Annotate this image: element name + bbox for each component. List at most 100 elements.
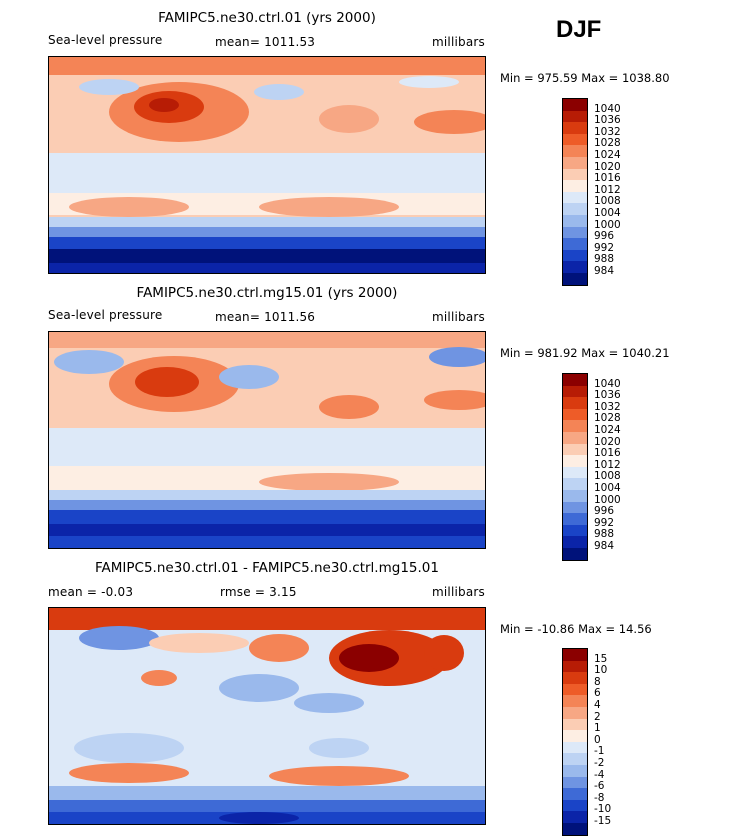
legend-tick-label: 988 (594, 253, 615, 266)
legend-swatch (563, 695, 587, 707)
legend-tick-label: 1012 (594, 458, 621, 471)
legend-tick-label: -15 (594, 815, 612, 827)
legend-tick-label: 1036 (594, 114, 621, 127)
legend-tick-label: 984 (594, 540, 615, 552)
min-max-label: Min = 981.92 Max = 1040.21 (500, 346, 670, 360)
panel-title: FAMIPC5.ne30.ctrl.mg15.01 (yrs 2000) (136, 285, 398, 301)
legend-tick-label: 1004 (594, 207, 621, 219)
legend-tick-label: 1016 (594, 447, 621, 460)
legend-tick-label: 1040 (594, 377, 621, 390)
season-label: DJF (556, 16, 602, 43)
legend-swatch (563, 133, 587, 146)
legend-tick-label: 8 (594, 675, 601, 688)
legend-tick-label: -8 (594, 791, 605, 804)
legend-tick-label: 4 (594, 699, 601, 711)
legend-swatch (563, 226, 587, 239)
variable-label: Sea-level pressure (48, 33, 163, 47)
legend-tick-label: 0 (594, 733, 601, 746)
legend-swatch (563, 122, 587, 134)
legend-swatch (563, 156, 587, 169)
legend-tick-label: 1008 (594, 470, 621, 483)
legend-tick-label: 984 (594, 265, 615, 277)
min-max-label: Min = -10.86 Max = 14.56 (500, 622, 652, 636)
legend-tick-label: -6 (594, 780, 605, 793)
legend-swatch (563, 168, 587, 181)
legend-swatch (563, 649, 587, 661)
legend-swatch (563, 99, 587, 111)
legend-swatch (563, 272, 587, 285)
legend-swatch (563, 203, 587, 215)
legend-tick-label: 1000 (594, 493, 621, 506)
legend-swatch (563, 536, 587, 548)
legend-swatch (563, 180, 587, 192)
mean-label: mean= 1011.56 (215, 310, 316, 324)
legend-tick-label: 1040 (594, 102, 621, 115)
legend-tick-label: 992 (594, 241, 615, 254)
mean-label: mean = -0.03 (48, 585, 134, 599)
legend-tick-label: 1008 (594, 195, 621, 208)
legend-swatch (563, 683, 587, 696)
legend-tick-label: -1 (594, 745, 605, 758)
legend-swatch (563, 501, 587, 514)
legend-tick-label: 992 (594, 516, 615, 529)
color-legend (562, 373, 588, 561)
legend-swatch (563, 513, 587, 525)
legend-tick-label: 1028 (594, 412, 621, 425)
legend-swatch (563, 788, 587, 800)
color-legend (562, 98, 588, 286)
legend-tick-label: 1012 (594, 183, 621, 196)
legend-tick-label: 1 (594, 722, 601, 735)
legend-swatch (563, 374, 587, 386)
legend-tick-label: 1028 (594, 137, 621, 150)
legend-swatch (563, 753, 587, 765)
legend-tick-label: 1032 (594, 125, 621, 138)
legend-swatch (563, 741, 587, 754)
legend-swatch (563, 478, 587, 490)
panel-title: FAMIPC5.ne30.ctrl.01 (yrs 2000) (158, 10, 376, 26)
legend-swatch (563, 261, 587, 273)
legend-swatch (563, 718, 587, 731)
legend-swatch (563, 110, 587, 123)
legend-swatch (563, 547, 587, 560)
legend-tick-label: 1000 (594, 218, 621, 231)
legend-swatch (563, 408, 587, 421)
legend-swatch (563, 191, 587, 204)
legend-swatch (563, 776, 587, 789)
rmse-label: rmse = 3.15 (220, 585, 297, 599)
mean-label: mean= 1011.53 (215, 35, 316, 49)
legend-swatch (563, 385, 587, 398)
legend-swatch (563, 214, 587, 227)
legend-swatch (563, 238, 587, 250)
legend-swatch (563, 672, 587, 684)
units-label: millibars (432, 310, 485, 324)
legend-tick-label: 2 (594, 710, 601, 723)
legend-swatch (563, 660, 587, 673)
legend-tick-label: 988 (594, 528, 615, 541)
legend-swatch (563, 249, 587, 262)
legend-swatch (563, 489, 587, 502)
color-legend (562, 648, 588, 836)
legend-tick-label: 1024 (594, 149, 621, 161)
legend-swatch (563, 799, 587, 812)
legend-swatch (563, 730, 587, 742)
legend-swatch (563, 706, 587, 719)
legend-tick-label: 996 (594, 505, 615, 518)
legend-swatch (563, 466, 587, 479)
legend-tick-label: 6 (594, 687, 601, 700)
legend-tick-label: 996 (594, 230, 615, 243)
legend-swatch (563, 443, 587, 456)
legend-swatch (563, 822, 587, 835)
variable-label: Sea-level pressure (48, 308, 163, 322)
legend-tick-label: 1004 (594, 482, 621, 494)
legend-swatch (563, 420, 587, 432)
legend-tick-label: 1036 (594, 389, 621, 402)
map-plot (48, 607, 486, 825)
legend-tick-label: 1020 (594, 435, 621, 448)
legend-tick-label: -2 (594, 757, 605, 769)
map-plot (48, 331, 486, 549)
min-max-label: Min = 975.59 Max = 1038.80 (500, 71, 670, 85)
legend-swatch (563, 145, 587, 157)
legend-tick-label: 15 (594, 652, 608, 665)
legend-tick-label: 1032 (594, 400, 621, 413)
legend-tick-label: -10 (594, 803, 612, 816)
